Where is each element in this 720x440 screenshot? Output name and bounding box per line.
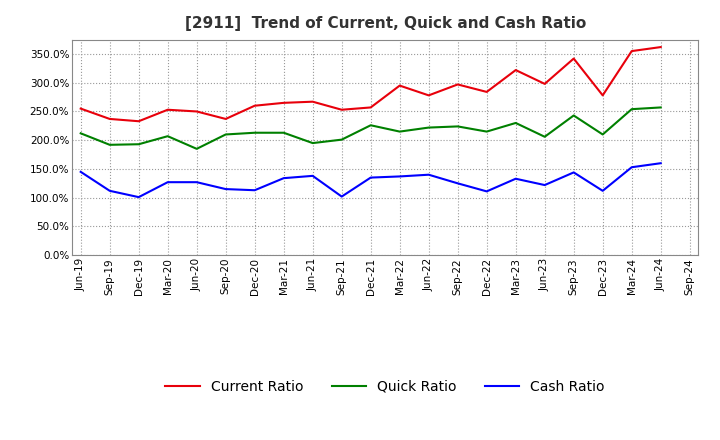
Current Ratio [279,100,288,106]
Quick Ratio [279,130,288,136]
Line: Current Ratio: Current Ratio [81,47,661,121]
Current Ratio [424,93,433,98]
Cash Ratio [279,176,288,181]
Quick Ratio [627,106,636,112]
Cash Ratio [511,176,520,181]
Legend: Current Ratio, Quick Ratio, Cash Ratio: Current Ratio, Quick Ratio, Cash Ratio [160,374,611,400]
Quick Ratio [135,142,143,147]
Current Ratio [366,105,375,110]
Quick Ratio [251,130,259,136]
Current Ratio [454,82,462,87]
Current Ratio [395,83,404,88]
Quick Ratio [454,124,462,129]
Cash Ratio [657,161,665,166]
Quick Ratio [221,132,230,137]
Quick Ratio [570,113,578,118]
Current Ratio [570,56,578,61]
Title: [2911]  Trend of Current, Quick and Cash Ratio: [2911] Trend of Current, Quick and Cash … [184,16,586,32]
Current Ratio [482,89,491,95]
Current Ratio [598,93,607,98]
Cash Ratio [598,188,607,194]
Current Ratio [541,81,549,87]
Quick Ratio [657,105,665,110]
Cash Ratio [221,187,230,192]
Quick Ratio [105,142,114,147]
Quick Ratio [598,132,607,137]
Current Ratio [192,109,201,114]
Current Ratio [657,44,665,50]
Quick Ratio [511,120,520,125]
Cash Ratio [105,188,114,194]
Current Ratio [76,106,85,111]
Cash Ratio [570,170,578,175]
Current Ratio [221,116,230,121]
Quick Ratio [395,129,404,134]
Cash Ratio [454,181,462,186]
Cash Ratio [338,194,346,199]
Cash Ratio [424,172,433,177]
Quick Ratio [192,146,201,151]
Cash Ratio [366,175,375,180]
Current Ratio [105,116,114,121]
Current Ratio [627,48,636,54]
Quick Ratio [76,131,85,136]
Current Ratio [511,67,520,73]
Current Ratio [163,107,172,112]
Quick Ratio [308,140,317,146]
Line: Cash Ratio: Cash Ratio [81,163,661,197]
Quick Ratio [541,134,549,139]
Cash Ratio [76,169,85,175]
Cash Ratio [627,165,636,170]
Cash Ratio [308,173,317,179]
Cash Ratio [135,194,143,200]
Current Ratio [251,103,259,108]
Cash Ratio [192,180,201,185]
Quick Ratio [424,125,433,130]
Line: Quick Ratio: Quick Ratio [81,107,661,149]
Cash Ratio [541,183,549,188]
Cash Ratio [482,189,491,194]
Current Ratio [308,99,317,104]
Current Ratio [338,107,346,112]
Quick Ratio [163,134,172,139]
Quick Ratio [366,123,375,128]
Cash Ratio [163,180,172,185]
Quick Ratio [482,129,491,134]
Quick Ratio [338,137,346,142]
Current Ratio [135,119,143,124]
Cash Ratio [395,174,404,179]
Cash Ratio [251,187,259,193]
